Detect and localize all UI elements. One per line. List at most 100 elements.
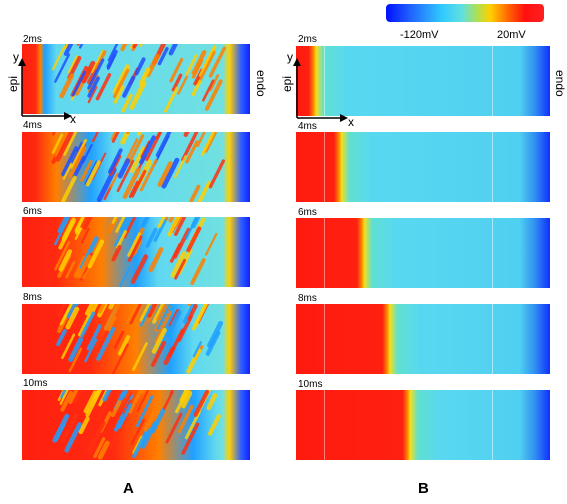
fiber-streak (186, 226, 202, 253)
fiber-streak (63, 132, 78, 156)
fiber-streak (65, 306, 80, 330)
fiber-streak (84, 160, 98, 186)
fiber-streak (122, 75, 136, 98)
panel-b-gridline (491, 304, 493, 374)
fiber-streak (58, 220, 75, 250)
time-label-a-1: 2ms (23, 34, 42, 45)
fiber-streak (95, 73, 112, 101)
panel-label-a: A (123, 480, 134, 497)
fiber-streak (196, 50, 216, 85)
fiber-streak (106, 49, 118, 69)
fiber-streak (184, 54, 198, 77)
fiber-streak (103, 304, 121, 331)
fiber-streak (51, 133, 64, 154)
fiber-streak (80, 227, 90, 244)
time-label-b-5: 10ms (298, 379, 323, 390)
fiber-streak (114, 222, 128, 247)
time-label-b-1: 2ms (298, 34, 317, 45)
fiber-streak (179, 390, 190, 403)
fiber-streak (87, 85, 98, 104)
fiber-streak (68, 337, 84, 362)
fiber-streak (193, 390, 210, 417)
fiber-streak (80, 159, 93, 182)
fiber-streak (86, 420, 106, 455)
fiber-streak (168, 217, 175, 223)
fiber-streak (128, 180, 139, 198)
fiber-streak (177, 404, 194, 434)
fiber-streak (163, 86, 179, 113)
fiber-streak (119, 217, 130, 232)
fiber-streak (155, 132, 162, 140)
fiber-streak (157, 161, 173, 187)
fiber-streak (70, 139, 88, 169)
fiber-streak (61, 175, 77, 202)
fiber-streak (118, 266, 131, 287)
fiber-streak (117, 158, 131, 179)
fiber-streak (127, 235, 143, 262)
axis-arrows-a (18, 58, 72, 120)
panel-a-4 (22, 304, 250, 374)
fiber-streak (200, 132, 215, 157)
fiber-streak (85, 160, 101, 187)
panel-label-b: B (418, 480, 429, 497)
fiber-streak (192, 304, 209, 331)
fiber-streak (155, 132, 172, 158)
fiber-streak (54, 240, 71, 271)
panel-a-streaks (56, 304, 224, 374)
fiber-streak (96, 326, 116, 361)
fiber-streak (152, 304, 166, 324)
fiber-streak (68, 146, 87, 179)
fiber-streak (123, 217, 137, 239)
time-label-b-3: 6ms (298, 207, 317, 218)
fiber-streak (112, 64, 131, 95)
fiber-streak (128, 390, 143, 414)
fiber-streak (141, 421, 158, 450)
fiber-streak (65, 261, 76, 279)
fiber-streak (81, 60, 96, 84)
fiber-streak (93, 437, 106, 458)
fiber-streak (93, 390, 102, 400)
fiber-streak (77, 254, 92, 279)
fiber-streak (184, 217, 199, 240)
fiber-streak (111, 343, 129, 374)
fiber-streak (130, 418, 146, 446)
fiber-streak (177, 75, 189, 95)
fiber-streak (174, 217, 183, 228)
fiber-streak (97, 394, 113, 422)
fiber-streak (72, 70, 87, 97)
fiber-streak (67, 55, 78, 74)
fiber-streak (139, 159, 158, 192)
panel-b-gridline (323, 304, 325, 374)
panel-a-5 (22, 390, 250, 460)
fiber-streak (109, 172, 119, 189)
fiber-streak (57, 217, 69, 233)
fiber-streak (63, 44, 74, 57)
fiber-streak (187, 304, 198, 321)
panel-a-streaks (54, 217, 218, 287)
fiber-streak (59, 73, 75, 99)
fiber-streak (128, 304, 142, 325)
x-axis-label-a: x (70, 112, 76, 126)
fiber-streak (166, 310, 182, 335)
fiber-streak (80, 217, 89, 229)
fiber-streak (157, 217, 166, 228)
fiber-streak (147, 304, 160, 323)
fiber-streak (207, 320, 224, 348)
fiber-streak (129, 44, 135, 49)
fiber-streak (182, 304, 197, 324)
fiber-streak (198, 46, 215, 77)
fiber-streak (169, 57, 184, 83)
fiber-streak (207, 414, 221, 436)
fiber-streak (165, 412, 183, 444)
fiber-streak (96, 330, 109, 352)
fiber-streak (107, 148, 123, 174)
time-label-a-2: 4ms (23, 120, 42, 131)
panel-b-gridline (491, 46, 493, 116)
fiber-streak (66, 304, 78, 319)
panel-b-gridline (323, 218, 325, 288)
fiber-streak (60, 390, 69, 399)
panel-a-3 (22, 217, 250, 287)
axis-arrows-b (293, 58, 348, 122)
fiber-streak (162, 390, 174, 410)
fiber-streak (167, 217, 181, 237)
